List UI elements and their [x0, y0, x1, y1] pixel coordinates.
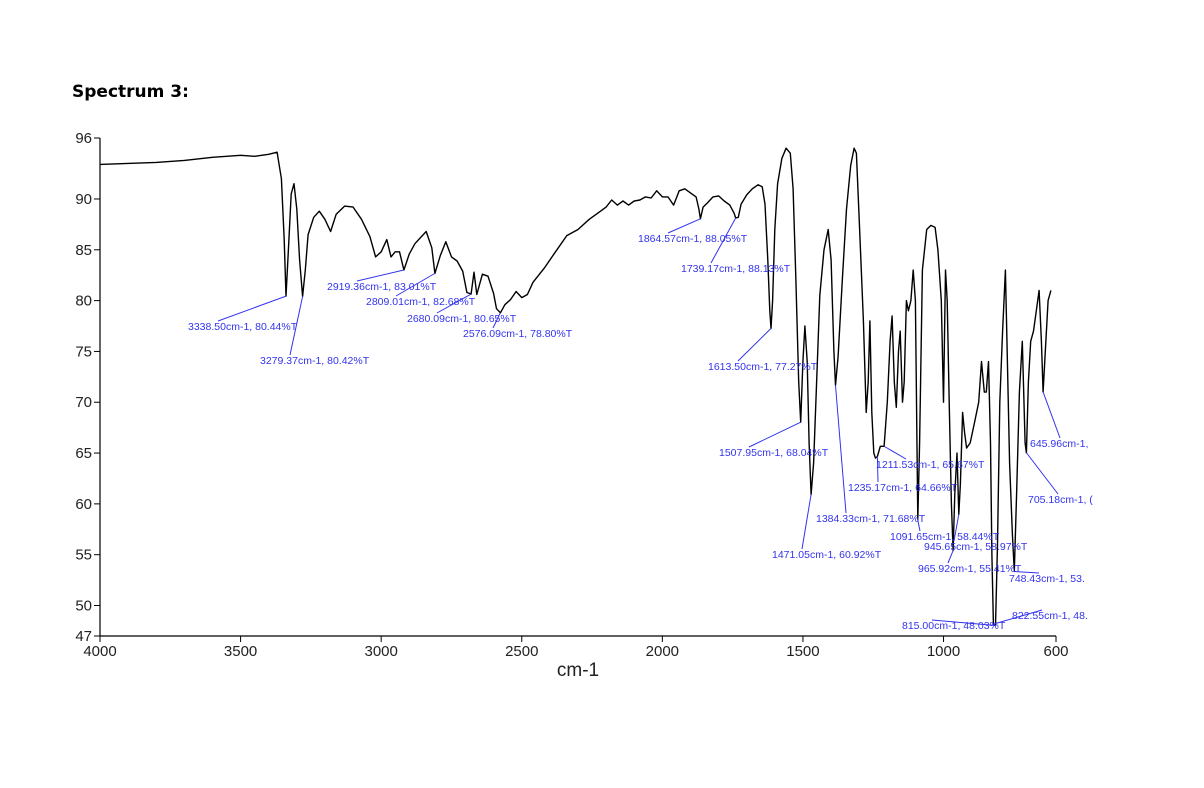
- peak-label: 1507.95cm-1, 68.04%T: [719, 447, 829, 459]
- peak-leader-line: [217, 295, 287, 322]
- x-axis-ticks: 4000 3500 3000 2500 2000 1500 1000 600: [83, 636, 1069, 660]
- peak-label: 748.43cm-1, 53.: [1009, 573, 1085, 585]
- peak-label: 705.18cm-1, (: [1028, 494, 1093, 506]
- peak-leader-line: [356, 269, 404, 282]
- peak-label: 2919.36cm-1, 83.01%T: [327, 281, 437, 293]
- x-axis-label: cm-1: [557, 660, 599, 681]
- y-tick-label: 80: [75, 293, 92, 310]
- peak-leader-line: [737, 328, 772, 362]
- peak-label: 2680.09cm-1, 80.65%T: [407, 313, 517, 325]
- y-tick-label: 60: [75, 496, 92, 513]
- peak-leader-line: [748, 421, 801, 448]
- y-tick-label: 55: [75, 547, 92, 564]
- peak-leader-line: [947, 550, 954, 564]
- peak-leader-line: [917, 519, 921, 532]
- peak-label: 1739.17cm-1, 88.13%T: [681, 263, 791, 275]
- peak-leader-line: [395, 272, 436, 297]
- x-tick-label: 2500: [505, 643, 538, 660]
- peak-label: 3279.37cm-1, 80.42%T: [260, 355, 370, 367]
- peak-leader-line: [667, 218, 701, 234]
- x-tick-label: 3500: [224, 643, 257, 660]
- spectrum-heading: Spectrum 3:: [72, 82, 189, 102]
- peak-leader-line: [436, 293, 472, 314]
- peak-leader-line: [710, 217, 737, 264]
- x-tick-label: 3000: [364, 643, 397, 660]
- x-tick-label: 4000: [83, 643, 116, 660]
- y-tick-label: 96: [75, 130, 92, 147]
- peak-leader-line: [289, 296, 304, 356]
- peak-label: 2809.01cm-1, 82.68%T: [366, 296, 476, 308]
- peak-label: 645.96cm-1,: [1030, 438, 1088, 450]
- peak-leader-line: [953, 514, 960, 542]
- x-tick-label: 600: [1043, 643, 1068, 660]
- peak-label: 2576.09cm-1, 78.80%T: [463, 328, 573, 340]
- y-tick-label: 85: [75, 242, 92, 259]
- peak-label: 3338.50cm-1, 80.44%T: [188, 321, 298, 333]
- y-tick-label: 70: [75, 394, 92, 411]
- peak-label: 1864.57cm-1, 88.05%T: [638, 233, 748, 245]
- peak-leader-line: [876, 456, 879, 483]
- peak-label: 1091.65cm-1, 58.44%T: [890, 531, 1000, 543]
- chart-axes: [99, 138, 1056, 637]
- y-tick-label: 47: [75, 628, 92, 645]
- y-tick-label: 75: [75, 343, 92, 360]
- peak-label: 1235.17cm-1, 64.66%T: [848, 482, 958, 494]
- y-tick-label: 90: [75, 191, 92, 208]
- peak-leader-line: [1014, 570, 1040, 574]
- peak-label: 815.00cm-1, 48.03%T: [902, 620, 1006, 632]
- peak-label: 945.65cm-1, 58.97%T: [924, 541, 1028, 553]
- spectrum-line: [99, 147, 1052, 627]
- peak-leader-line: [883, 445, 907, 460]
- peak-label: 1471.05cm-1, 60.92%T: [772, 549, 882, 561]
- peak-label: 965.92cm-1, 55.41%T: [918, 563, 1022, 575]
- peak-leader-line: [801, 494, 812, 550]
- x-tick-label: 1500: [786, 643, 819, 660]
- peak-label: 1211.53cm-1, 65.67%T: [876, 459, 985, 471]
- y-tick-label: 65: [75, 445, 92, 462]
- peak-label: 1613.50cm-1, 77.27%T: [708, 361, 818, 373]
- peak-leader-line: [993, 609, 1043, 625]
- peak-leader-line: [931, 619, 996, 627]
- peak-annotations: 3338.50cm-1, 80.44%T 3279.37cm-1, 80.42%T…: [188, 217, 1093, 632]
- peak-leader-line: [1042, 391, 1061, 439]
- x-tick-label: 1000: [927, 643, 960, 660]
- peak-leader-line: [492, 312, 501, 329]
- spectrum-series: [99, 147, 1052, 627]
- peak-leader-line: [834, 385, 847, 514]
- peak-leader-line: [1026, 452, 1059, 495]
- peak-label: 1384.33cm-1, 71.68%T: [816, 513, 926, 525]
- peak-label: 822.55cm-1, 48.: [1012, 610, 1088, 622]
- y-tick-label: 50: [75, 598, 92, 615]
- x-tick-label: 2000: [646, 643, 679, 660]
- y-axis-ticks: 96 90 85 80 75 70 65 60 55 50 47: [75, 130, 100, 645]
